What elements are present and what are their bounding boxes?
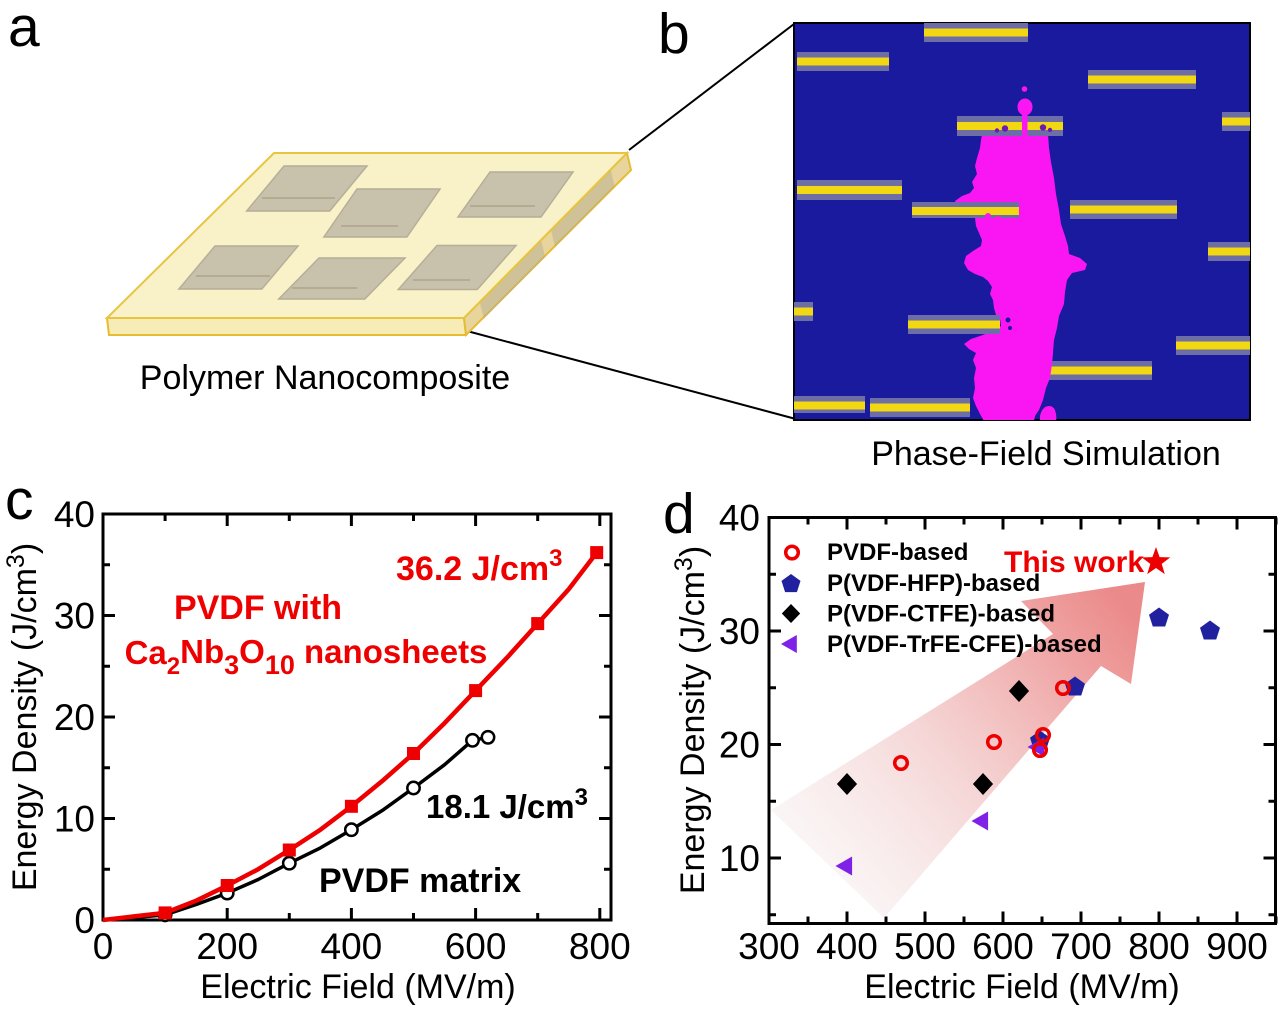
svg-text:400: 400 [321, 926, 383, 967]
svg-text:900: 900 [1206, 926, 1268, 967]
svg-text:Electric Field (MV/m): Electric Field (MV/m) [200, 968, 515, 1006]
svg-text:c: c [5, 468, 34, 532]
svg-text:PVDF with: PVDF with [174, 589, 342, 627]
svg-text:18.1 J/cm3: 18.1 J/cm3 [426, 784, 588, 825]
svg-text:200: 200 [196, 926, 258, 967]
svg-text:10: 10 [54, 799, 95, 840]
svg-text:400: 400 [816, 926, 878, 967]
svg-text:a: a [8, 0, 40, 59]
svg-text:40: 40 [719, 498, 760, 539]
svg-text:30: 30 [719, 611, 760, 652]
svg-text:Electric Field (MV/m): Electric Field (MV/m) [864, 968, 1179, 1006]
svg-text:P(VDF-TrFE-CFE)-based: P(VDF-TrFE-CFE)-based [827, 631, 1102, 658]
svg-text:This work: This work [1004, 546, 1144, 579]
svg-text:P(VDF-CTFE)-based: P(VDF-CTFE)-based [827, 601, 1055, 628]
svg-text:500: 500 [894, 926, 956, 967]
svg-text:300: 300 [738, 926, 800, 967]
svg-text:36.2 J/cm3: 36.2 J/cm3 [396, 545, 562, 588]
svg-text:Phase-Field Simulation: Phase-Field Simulation [871, 435, 1221, 473]
svg-text:b: b [658, 2, 690, 66]
svg-text:Energy Density (J/cm3): Energy Density (J/cm3) [2, 543, 44, 891]
svg-text:600: 600 [445, 926, 507, 967]
svg-text:PVDF-based: PVDF-based [827, 539, 968, 566]
svg-text:0: 0 [93, 926, 114, 967]
svg-text:10: 10 [719, 838, 760, 879]
svg-text:Polymer Nanocomposite: Polymer Nanocomposite [140, 359, 510, 397]
svg-text:Energy Density (J/cm3): Energy Density (J/cm3) [670, 546, 712, 894]
svg-text:40: 40 [54, 494, 95, 535]
svg-text:0: 0 [74, 900, 95, 941]
svg-text:800: 800 [1128, 926, 1190, 967]
svg-text:700: 700 [1050, 926, 1112, 967]
svg-text:30: 30 [54, 596, 95, 637]
svg-text:800: 800 [569, 926, 631, 967]
svg-text:20: 20 [54, 697, 95, 738]
svg-text:600: 600 [972, 926, 1034, 967]
svg-text:PVDF matrix: PVDF matrix [319, 862, 521, 900]
svg-text:d: d [663, 482, 695, 546]
svg-text:P(VDF-HFP)-based: P(VDF-HFP)-based [827, 570, 1040, 597]
svg-text:20: 20 [719, 725, 760, 766]
